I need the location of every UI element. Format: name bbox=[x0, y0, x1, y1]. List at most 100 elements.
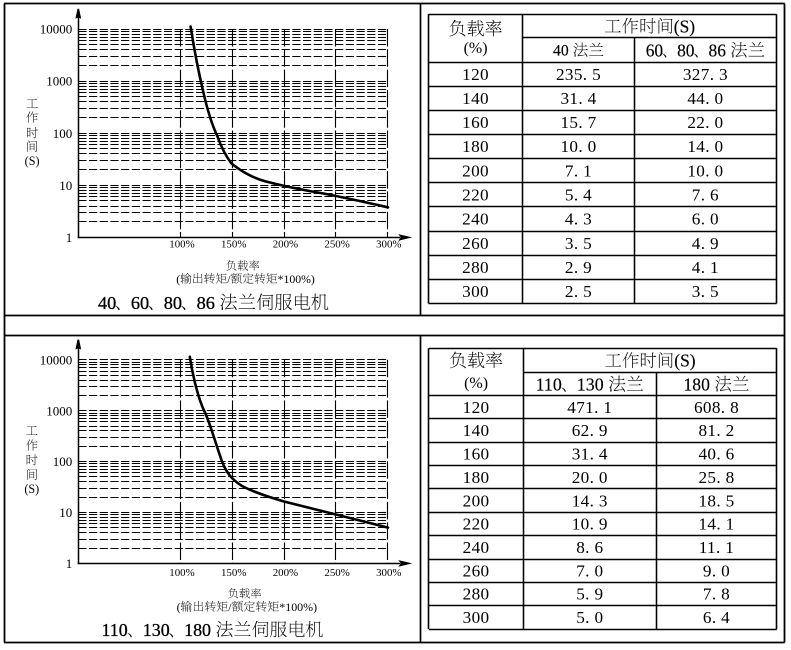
svg-text:18. 5: 18. 5 bbox=[698, 491, 734, 510]
svg-text:2. 5: 2. 5 bbox=[565, 282, 592, 301]
svg-text:(: ( bbox=[176, 273, 180, 286]
svg-text:80: 80 bbox=[677, 40, 695, 60]
svg-text:120: 120 bbox=[462, 65, 489, 84]
svg-text:62. 9: 62. 9 bbox=[572, 421, 608, 440]
svg-text:(%): (%) bbox=[464, 40, 488, 57]
svg-text:5. 9: 5. 9 bbox=[576, 585, 603, 604]
svg-text:1: 1 bbox=[66, 230, 73, 245]
svg-text:11. 1: 11. 1 bbox=[699, 538, 735, 557]
svg-text:7. 8: 7. 8 bbox=[703, 585, 730, 604]
svg-text:250%: 250% bbox=[324, 239, 349, 251]
svg-text:240: 240 bbox=[462, 210, 489, 229]
svg-text:31. 4: 31. 4 bbox=[560, 89, 596, 108]
svg-text:4. 3: 4. 3 bbox=[565, 210, 592, 229]
svg-text:10. 0: 10. 0 bbox=[687, 161, 723, 180]
svg-text:40: 40 bbox=[98, 293, 116, 313]
svg-text:3. 5: 3. 5 bbox=[692, 282, 719, 301]
svg-text:180: 180 bbox=[184, 620, 211, 640]
svg-text:130: 130 bbox=[577, 375, 604, 395]
svg-text:235. 5: 235. 5 bbox=[556, 65, 601, 84]
svg-text:140: 140 bbox=[463, 421, 490, 440]
svg-text:80: 80 bbox=[164, 293, 182, 313]
svg-text:471. 1: 471. 1 bbox=[567, 398, 612, 417]
svg-text:7. 0: 7. 0 bbox=[576, 561, 603, 580]
svg-text:150%: 150% bbox=[221, 239, 246, 251]
svg-text:9. 0: 9. 0 bbox=[703, 561, 730, 580]
svg-text:240: 240 bbox=[463, 538, 490, 557]
svg-text:180: 180 bbox=[684, 374, 711, 394]
svg-text:200%: 200% bbox=[273, 567, 298, 579]
svg-text:280: 280 bbox=[462, 258, 489, 277]
svg-text:(S): (S) bbox=[674, 351, 695, 371]
svg-text:44. 0: 44. 0 bbox=[687, 89, 723, 108]
svg-text:180: 180 bbox=[463, 468, 490, 487]
svg-text:110: 110 bbox=[102, 620, 128, 640]
svg-text:220: 220 bbox=[462, 186, 489, 205]
svg-text:280: 280 bbox=[463, 585, 490, 604]
svg-text:(S): (S) bbox=[25, 154, 40, 168]
svg-text:300: 300 bbox=[462, 282, 489, 301]
svg-text:5. 4: 5. 4 bbox=[565, 186, 592, 205]
svg-text:100: 100 bbox=[53, 126, 73, 141]
svg-text:10. 0: 10. 0 bbox=[560, 137, 596, 156]
svg-text:8. 6: 8. 6 bbox=[576, 538, 603, 557]
svg-text:220: 220 bbox=[463, 515, 490, 534]
svg-text:*100%): *100%) bbox=[278, 273, 315, 286]
svg-text:(S): (S) bbox=[674, 16, 695, 36]
svg-text:100%: 100% bbox=[169, 239, 194, 251]
svg-text:120: 120 bbox=[463, 398, 490, 417]
svg-text:200%: 200% bbox=[273, 239, 298, 251]
svg-text:22. 0: 22. 0 bbox=[687, 113, 723, 132]
svg-text:31. 4: 31. 4 bbox=[572, 445, 608, 464]
svg-text:7. 1: 7. 1 bbox=[565, 161, 592, 180]
svg-text:/: / bbox=[227, 273, 231, 286]
svg-text:327. 3: 327. 3 bbox=[683, 65, 728, 84]
svg-text:10000: 10000 bbox=[40, 352, 73, 367]
svg-text:608. 8: 608. 8 bbox=[694, 398, 739, 417]
svg-text:1000: 1000 bbox=[46, 74, 72, 89]
svg-text:2. 9: 2. 9 bbox=[565, 258, 592, 277]
svg-text:*100%): *100%) bbox=[279, 600, 317, 614]
svg-text:5. 0: 5. 0 bbox=[576, 608, 603, 627]
svg-text:60: 60 bbox=[646, 40, 664, 60]
svg-text:14. 1: 14. 1 bbox=[698, 515, 734, 534]
svg-text:1: 1 bbox=[66, 556, 73, 571]
svg-text:300%: 300% bbox=[376, 567, 401, 579]
svg-text:200: 200 bbox=[462, 161, 489, 180]
svg-text:3. 5: 3. 5 bbox=[565, 234, 592, 253]
svg-text:260: 260 bbox=[462, 234, 489, 253]
svg-text:14. 0: 14. 0 bbox=[687, 137, 723, 156]
svg-text:/: / bbox=[228, 600, 232, 614]
svg-text:40: 40 bbox=[553, 43, 569, 60]
svg-text:15. 7: 15. 7 bbox=[560, 113, 596, 132]
svg-text:300%: 300% bbox=[376, 239, 401, 251]
svg-text:180: 180 bbox=[462, 137, 489, 156]
svg-text:150%: 150% bbox=[221, 567, 246, 579]
svg-text:160: 160 bbox=[463, 445, 490, 464]
svg-text:(: ( bbox=[177, 600, 181, 614]
svg-text:1000: 1000 bbox=[46, 403, 72, 418]
svg-text:86: 86 bbox=[197, 293, 215, 313]
svg-text:40. 6: 40. 6 bbox=[698, 445, 734, 464]
svg-text:4. 9: 4. 9 bbox=[692, 234, 719, 253]
svg-text:100%: 100% bbox=[169, 567, 194, 579]
svg-text:(S): (S) bbox=[24, 482, 39, 496]
svg-text:6. 0: 6. 0 bbox=[692, 210, 719, 229]
svg-text:10000: 10000 bbox=[40, 22, 73, 37]
svg-text:300: 300 bbox=[463, 608, 490, 627]
svg-text:10: 10 bbox=[59, 178, 72, 193]
svg-text:25. 8: 25. 8 bbox=[698, 468, 734, 487]
svg-text:200: 200 bbox=[463, 491, 490, 510]
svg-text:250%: 250% bbox=[324, 567, 349, 579]
svg-text:160: 160 bbox=[462, 113, 489, 132]
svg-text:4. 1: 4. 1 bbox=[692, 258, 719, 277]
svg-text:60: 60 bbox=[131, 293, 149, 313]
svg-text:100: 100 bbox=[53, 454, 73, 469]
svg-text:81. 2: 81. 2 bbox=[698, 421, 734, 440]
svg-text:20. 0: 20. 0 bbox=[572, 468, 608, 487]
svg-text:140: 140 bbox=[462, 89, 489, 108]
svg-text:130: 130 bbox=[143, 620, 170, 640]
svg-text:(%): (%) bbox=[464, 375, 488, 392]
svg-text:14. 3: 14. 3 bbox=[572, 491, 608, 510]
svg-text:86: 86 bbox=[709, 40, 727, 60]
